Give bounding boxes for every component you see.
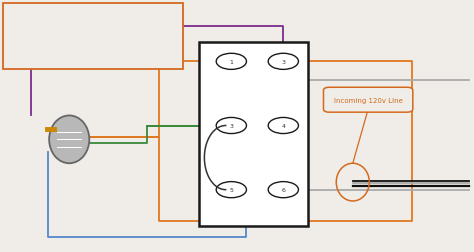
- Ellipse shape: [49, 116, 89, 164]
- Circle shape: [216, 182, 246, 198]
- Text: 6: 6: [282, 187, 285, 192]
- Circle shape: [216, 118, 246, 134]
- Text: P2 = Red wire: P2 = Red wire: [11, 14, 65, 23]
- Text: 3: 3: [281, 60, 285, 65]
- Text: 3: 3: [229, 123, 233, 129]
- Circle shape: [216, 54, 246, 70]
- Circle shape: [268, 118, 299, 134]
- FancyBboxPatch shape: [3, 5, 182, 70]
- Circle shape: [268, 182, 299, 198]
- Text: 4: 4: [281, 123, 285, 129]
- Text: 1: 1: [229, 60, 233, 65]
- Text: P1 = Pink: P1 = Pink: [11, 46, 48, 55]
- Text: Incoming 120v Line: Incoming 120v Line: [334, 97, 402, 103]
- Bar: [199, 43, 308, 226]
- Text: 5: 5: [229, 187, 233, 192]
- Text: T = Orange: T = Orange: [100, 36, 144, 45]
- Text: T8 = Blue: T8 = Blue: [100, 14, 137, 23]
- Text: T3 = Brown wire: T3 = Brown wire: [11, 25, 74, 34]
- FancyBboxPatch shape: [323, 88, 413, 113]
- Circle shape: [268, 54, 299, 70]
- Text: T1 = green: T1 = green: [100, 25, 143, 34]
- Text: T5 = Purple: T5 = Purple: [11, 57, 56, 66]
